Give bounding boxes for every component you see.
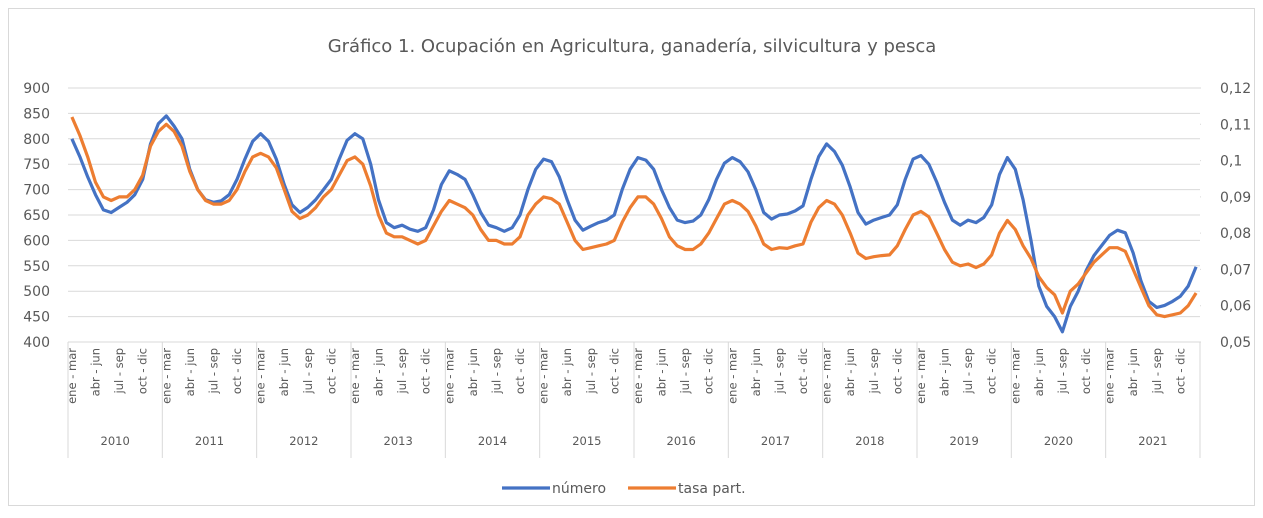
x-tick-label: jul - sep — [112, 348, 126, 395]
y-tick-label: 550 — [23, 259, 50, 275]
legend-label: número — [552, 481, 606, 497]
y-tick-label: 750 — [23, 157, 50, 173]
x-tick-label: ene - mar — [1103, 348, 1117, 404]
x-tick-label: oct - dic — [890, 348, 904, 394]
y-tick-label: 800 — [23, 132, 50, 148]
x-tick-label: abr - jun — [466, 348, 480, 396]
x-tick-label: jul - sep — [1055, 348, 1069, 395]
x-tick-label: abr - jun — [1126, 348, 1140, 396]
x-tick-label: oct - dic — [796, 348, 810, 394]
year-label: 2012 — [289, 434, 318, 448]
x-tick-label: oct - dic — [607, 348, 621, 394]
year-label: 2014 — [478, 434, 507, 448]
x-tick-label: jul - sep — [489, 348, 503, 395]
x-tick-label: abr - jun — [277, 348, 291, 396]
year-label: 2020 — [1044, 434, 1073, 448]
x-tick-label: abr - jun — [183, 348, 197, 396]
chart-border — [8, 8, 1255, 506]
year-label: 2011 — [195, 434, 224, 448]
series-line — [70, 114, 1198, 334]
x-tick-label: jul - sep — [772, 348, 786, 395]
x-tick-label: jul - sep — [678, 348, 692, 395]
x-tick-label: oct - dic — [702, 348, 716, 394]
y2-tick-label: 0,06 — [1220, 299, 1251, 315]
y-tick-label: 400 — [23, 335, 50, 351]
y2-tick-label: 0,1 — [1220, 154, 1242, 170]
x-tick-label: oct - dic — [324, 348, 338, 394]
x-tick-label: oct - dic — [419, 348, 433, 394]
year-label: 2015 — [572, 434, 601, 448]
x-tick-label: ene - mar — [348, 348, 362, 404]
series-line — [70, 116, 1198, 319]
year-label: 2016 — [667, 434, 696, 448]
x-tick-label: ene - mar — [725, 348, 739, 404]
y-tick-label: 700 — [23, 183, 50, 199]
y2-tick-label: 0,08 — [1220, 226, 1251, 242]
x-tick-label: oct - dic — [230, 348, 244, 394]
x-tick-label: abr - jun — [749, 348, 763, 396]
x-tick-label: oct - dic — [1173, 348, 1187, 394]
y-tick-label: 450 — [23, 310, 50, 326]
y-tick-label: 600 — [23, 233, 50, 249]
y2-tick-label: 0,12 — [1220, 81, 1251, 97]
y2-tick-label: 0,09 — [1220, 190, 1251, 206]
x-tick-label: oct - dic — [1079, 348, 1093, 394]
x-tick-label: ene - mar — [631, 348, 645, 404]
y-tick-label: 900 — [23, 81, 50, 97]
x-tick-label: ene - mar — [914, 348, 928, 404]
y-tick-label: 650 — [23, 208, 50, 224]
x-tick-label: ene - mar — [537, 348, 551, 404]
y2-tick-label: 0,11 — [1220, 117, 1251, 133]
y2-tick-label: 0,05 — [1220, 335, 1251, 351]
x-tick-label: abr - jun — [938, 348, 952, 396]
chart-title: Gráfico 1. Ocupación en Agricultura, gan… — [328, 36, 937, 57]
x-tick-label: oct - dic — [136, 348, 150, 394]
x-tick-label: ene - mar — [1008, 348, 1022, 404]
legend-label: tasa part. — [678, 481, 746, 497]
x-tick-label: abr - jun — [372, 348, 386, 396]
year-label: 2019 — [950, 434, 979, 448]
x-tick-label: ene - mar — [65, 348, 79, 404]
year-label: 2017 — [761, 434, 790, 448]
x-tick-label: abr - jun — [843, 348, 857, 396]
x-tick-label: ene - mar — [254, 348, 268, 404]
x-tick-label: jul - sep — [1150, 348, 1164, 395]
x-tick-label: jul - sep — [961, 348, 975, 395]
x-tick-label: jul - sep — [867, 348, 881, 395]
y-tick-label: 500 — [23, 284, 50, 300]
x-tick-label: jul - sep — [395, 348, 409, 395]
year-label: 2021 — [1138, 434, 1167, 448]
x-tick-label: abr - jun — [89, 348, 103, 396]
year-label: 2013 — [384, 434, 413, 448]
x-tick-label: abr - jun — [560, 348, 574, 396]
x-tick-label: oct - dic — [985, 348, 999, 394]
x-tick-label: jul - sep — [206, 348, 220, 395]
y-tick-label: 850 — [23, 106, 50, 122]
x-tick-label: oct - dic — [513, 348, 527, 394]
x-tick-label: jul - sep — [584, 348, 598, 395]
x-tick-label: ene - mar — [159, 348, 173, 404]
x-tick-label: ene - mar — [442, 348, 456, 404]
x-tick-label: abr - jun — [1032, 348, 1046, 396]
year-label: 2010 — [101, 434, 130, 448]
year-label: 2018 — [855, 434, 884, 448]
x-tick-label: abr - jun — [655, 348, 669, 396]
x-tick-label: ene - mar — [820, 348, 834, 404]
y2-tick-label: 0,07 — [1220, 262, 1251, 278]
x-tick-label: jul - sep — [301, 348, 315, 395]
